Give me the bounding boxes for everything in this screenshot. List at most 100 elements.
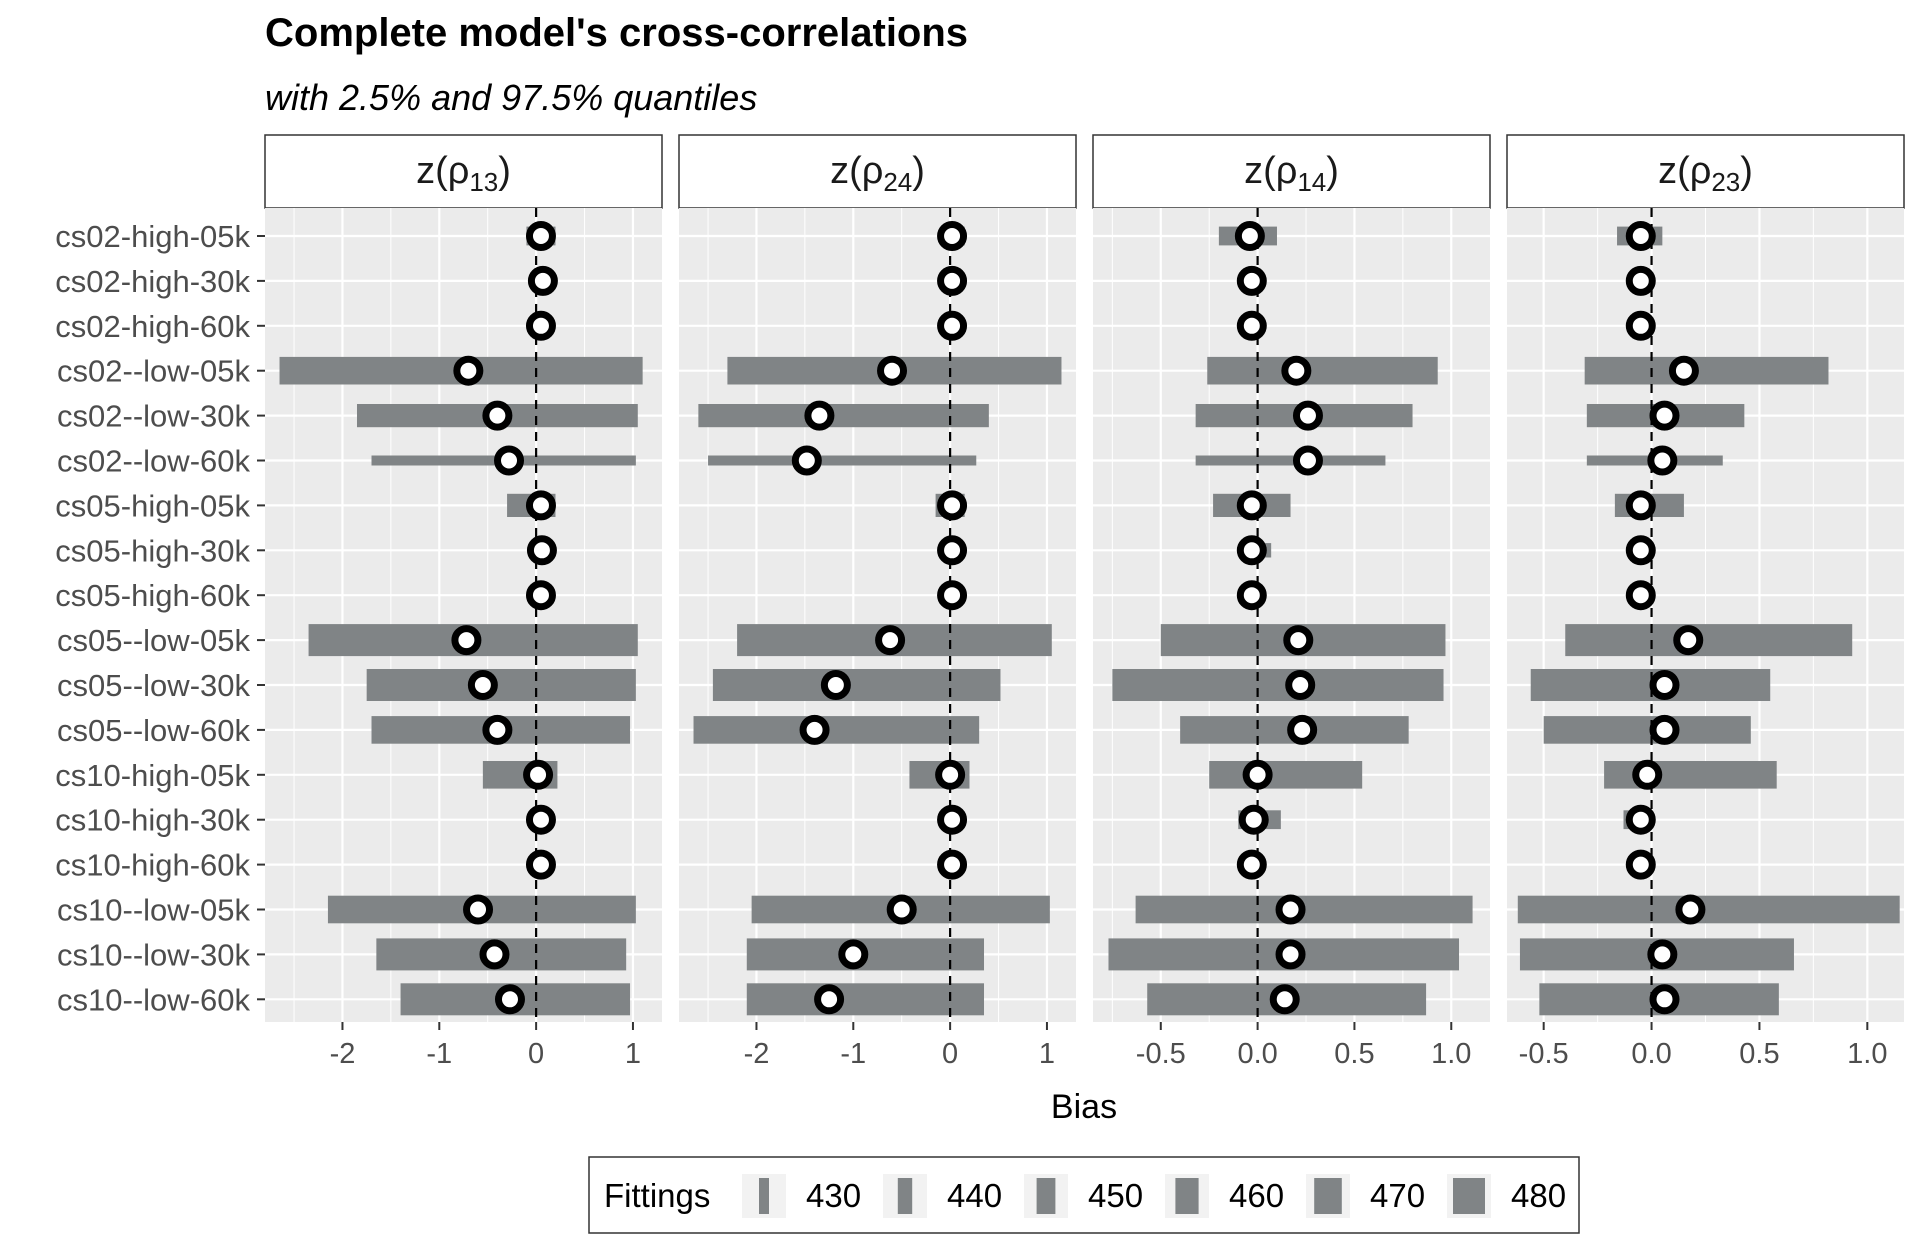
facet-label-subscript: 13 <box>469 167 498 197</box>
chart-title: Complete model's cross-correlations <box>265 11 968 55</box>
bias-point <box>1647 939 1678 970</box>
y-tick-label: cs02--low-30k <box>57 399 250 434</box>
bias-point <box>791 445 822 476</box>
legend-box <box>588 1156 1580 1234</box>
y-tick-label: cs10--low-30k <box>57 937 250 972</box>
facet-label-close: ) <box>1740 150 1753 192</box>
x-tick-label: 1.0 <box>1847 1038 1887 1070</box>
interval-bar <box>1565 624 1853 657</box>
bias-point <box>935 759 966 790</box>
bias-point <box>1625 265 1656 296</box>
x-tick-label: -2 <box>744 1038 770 1070</box>
y-tick-label: cs05-high-30k <box>55 533 250 568</box>
facet-strip <box>1092 134 1491 209</box>
bias-point <box>814 984 845 1015</box>
facet-strip-label: z(ρ24) <box>830 150 925 197</box>
facet-panel-4: z(ρ23) -0.5 0.0 0.5 1.0 <box>1506 134 1905 1070</box>
bias-point <box>937 490 968 521</box>
interval-bar <box>1209 761 1363 789</box>
bias-point <box>494 984 525 1015</box>
bias-point <box>1236 580 1267 611</box>
legend-key-470 <box>1314 1178 1342 1214</box>
bias-point <box>1275 894 1306 925</box>
y-tick-label: cs02-high-30k <box>55 264 250 299</box>
facet-label-base: z(ρ <box>1244 150 1297 192</box>
bias-point <box>1236 310 1267 341</box>
y-tick-label: cs05--low-30k <box>57 668 250 703</box>
facet-label-base: z(ρ <box>830 150 883 192</box>
y-tick-label: cs02--low-60k <box>57 444 250 479</box>
y-tick-label: cs02--low-05k <box>57 354 250 389</box>
y-tick-label: cs05-high-60k <box>55 578 250 613</box>
interval-bar <box>1604 761 1777 789</box>
legend-key-440 <box>897 1178 913 1214</box>
legend-label-460: 460 <box>1229 1177 1284 1214</box>
bias-point <box>523 759 554 790</box>
bias-point <box>1236 849 1267 880</box>
bias-point <box>525 804 556 835</box>
bias-point <box>937 580 968 611</box>
bias-point <box>937 804 968 835</box>
panel-background <box>265 208 662 1022</box>
facet-panels: z(ρ13)-2 -1 0 1z(ρ24)-2 -1 0 1z(ρ14)-0.5 0.0 0.5… <box>264 134 1905 1070</box>
facet-label-base: z(ρ <box>1658 150 1711 192</box>
bias-point <box>886 894 917 925</box>
facet-panel-1: z(ρ13) -2 -1 0 1 <box>264 134 663 1070</box>
legend-label-450: 450 <box>1088 1177 1143 1214</box>
legend: Fittings 430 440 450 460 470 480 <box>588 1156 1580 1234</box>
interval-bar <box>698 404 989 428</box>
x-tick-label: 1 <box>625 1038 641 1070</box>
bias-point <box>1647 445 1678 476</box>
bias-point <box>1625 310 1656 341</box>
bias-point <box>937 310 968 341</box>
bias-point <box>527 265 558 296</box>
bias-point <box>451 625 482 656</box>
legend-key-460 <box>1175 1178 1199 1214</box>
facet-label-subscript: 24 <box>883 167 912 197</box>
legend-label-430: 430 <box>806 1177 861 1214</box>
bias-point <box>1625 804 1656 835</box>
bias-point <box>1649 400 1680 431</box>
y-tick-label: cs05--low-60k <box>57 713 250 748</box>
bias-point <box>804 400 835 431</box>
bias-point <box>1632 759 1663 790</box>
interval-bar <box>1517 895 1900 924</box>
x-tick-label: -1 <box>840 1038 866 1070</box>
interval-bar <box>1207 356 1438 385</box>
legend-label-470: 470 <box>1370 1177 1425 1214</box>
bias-point <box>1673 625 1704 656</box>
bias-point <box>525 580 556 611</box>
interval-bar <box>746 983 985 1016</box>
bias-point <box>799 714 830 745</box>
interval-bar <box>1584 356 1829 385</box>
bias-point <box>1292 400 1323 431</box>
bias-point <box>1236 490 1267 521</box>
bias-point <box>463 894 494 925</box>
legend-key-450 <box>1036 1178 1056 1214</box>
bias-point <box>1649 670 1680 700</box>
y-tick-label: cs02-high-60k <box>55 309 250 344</box>
x-tick-label: 0.5 <box>1334 1038 1374 1070</box>
bias-point <box>467 670 498 700</box>
bias-point <box>1285 670 1316 700</box>
facet-strip <box>678 134 1077 209</box>
interval-bar <box>366 669 636 701</box>
facet-label-base: z(ρ <box>416 150 469 192</box>
legend-title: Fittings <box>604 1177 710 1214</box>
legend-key-480 <box>1453 1178 1485 1214</box>
facet-strip-label: z(ρ23) <box>1658 150 1753 197</box>
facet-strip-label: z(ρ13) <box>416 150 511 197</box>
bias-point <box>1275 939 1306 970</box>
panel-background <box>1093 208 1490 1022</box>
bias-point <box>1236 535 1267 566</box>
bias-point <box>1238 804 1269 835</box>
x-tick-label: -1 <box>426 1038 452 1070</box>
bias-point <box>820 670 851 700</box>
bias-point <box>937 265 968 296</box>
y-axis-labels: cs02-high-05k cs02-high-30k cs02-high-60k c… <box>55 219 265 1017</box>
x-tick-label: 0 <box>942 1038 958 1070</box>
bias-point <box>494 445 525 476</box>
bias-point <box>875 625 906 656</box>
bias-point <box>1292 445 1323 476</box>
